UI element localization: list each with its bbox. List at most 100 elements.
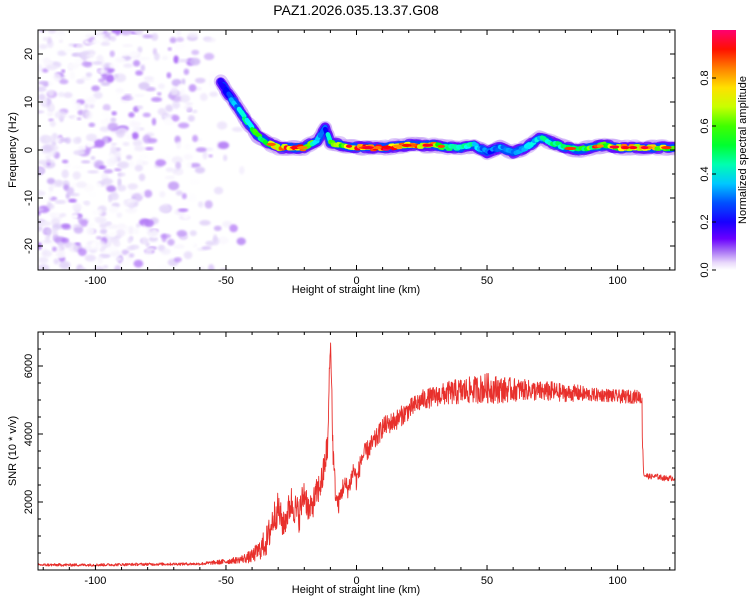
noise-blob — [167, 238, 175, 246]
noise-blob — [93, 91, 103, 99]
noise-blob — [84, 110, 93, 120]
ridge-peak — [596, 144, 604, 148]
noise-blob — [54, 110, 67, 120]
noise-blob — [204, 200, 213, 209]
ridge-segment — [521, 146, 529, 152]
noise-blob — [164, 175, 176, 180]
noise-blob — [154, 52, 160, 61]
x-tick-label: 50 — [481, 275, 493, 287]
x-tick-label: -100 — [84, 275, 106, 287]
noise-blob — [39, 30, 46, 33]
noise-blob — [162, 114, 173, 119]
noise-blob — [46, 39, 54, 49]
noise-blob — [44, 136, 56, 143]
noise-blob — [208, 264, 215, 270]
noise-blob — [85, 133, 98, 142]
noise-blob — [116, 156, 121, 163]
noise-blob — [184, 266, 190, 270]
noise-blob — [135, 70, 144, 76]
noise-blob — [67, 62, 79, 70]
noise-blob — [144, 79, 155, 83]
noise-blob — [159, 191, 166, 198]
snr-x-axis: -100 -50 0 50 100 — [42, 332, 671, 587]
ridge-peak — [401, 143, 412, 147]
ridge-segment — [273, 142, 281, 149]
noise-blob — [151, 117, 157, 126]
noise-blob — [132, 60, 141, 67]
noise-blob — [223, 154, 228, 162]
noise-blob — [169, 37, 177, 44]
spectrogram-x-axis-label: Height of straight line (km) — [292, 284, 420, 296]
noise-blob — [109, 50, 115, 58]
noise-blob — [71, 52, 78, 57]
y-tick-label: -20 — [23, 238, 35, 254]
noise-blob — [61, 169, 69, 179]
noise-blob — [109, 62, 121, 69]
noise-blob — [58, 39, 63, 44]
noise-blob — [105, 74, 115, 83]
noise-blob — [199, 93, 208, 102]
noise-blob — [204, 37, 216, 43]
noise-blob — [49, 120, 56, 127]
noise-blob — [156, 264, 169, 269]
noise-blob — [89, 126, 98, 133]
noise-blob — [110, 117, 117, 123]
noise-blob — [144, 189, 153, 198]
noise-blob — [170, 86, 179, 96]
noise-blob — [145, 146, 154, 151]
noise-blob — [63, 163, 71, 168]
noise-blob — [115, 87, 125, 94]
noise-blob — [209, 91, 219, 97]
noise-blob — [119, 172, 126, 177]
noise-blob — [158, 83, 166, 90]
snr-x-axis-label: Height of straight line (km) — [292, 584, 420, 596]
noise-blob — [174, 42, 185, 51]
noise-blob — [128, 253, 135, 258]
noise-blob — [171, 95, 184, 102]
noise-blob — [69, 71, 76, 80]
ridge-peak — [392, 144, 403, 148]
noise-blob — [184, 240, 196, 249]
noise-blob — [38, 190, 46, 197]
noise-blob — [56, 249, 65, 259]
ridge-segment — [255, 131, 263, 139]
noise-blob — [173, 55, 179, 64]
noise-blob — [102, 103, 111, 112]
noise-blob — [101, 178, 113, 185]
noise-blob — [142, 34, 153, 39]
noise-blob — [46, 177, 56, 185]
noise-blob — [213, 186, 224, 195]
noise-blob — [160, 248, 171, 255]
x-tick-label: -50 — [218, 575, 234, 587]
noise-blob — [61, 159, 69, 164]
noise-blob — [38, 205, 50, 214]
noise-blob — [58, 261, 71, 269]
noise-blob — [78, 267, 87, 270]
noise-blob — [59, 79, 69, 85]
noise-blob — [70, 103, 78, 109]
noise-blob — [108, 192, 119, 201]
noise-blob — [201, 246, 212, 250]
noise-blob — [185, 102, 194, 106]
noise-blob — [81, 160, 91, 164]
snr-y-axis: 2000 4000 6000 — [23, 331, 675, 571]
noise-blob — [194, 77, 206, 84]
noise-blob — [142, 134, 151, 144]
y-tick-label: 6000 — [23, 354, 35, 378]
noise-blob — [163, 116, 174, 126]
noise-blob — [142, 218, 154, 226]
noise-blob — [125, 207, 138, 214]
noise-blob — [217, 236, 229, 245]
ridge-segment — [247, 121, 255, 130]
noise-blob — [122, 44, 133, 48]
noise-blob — [146, 247, 155, 251]
noise-blob — [42, 161, 47, 169]
noise-blob — [189, 230, 197, 237]
noise-blob — [92, 30, 105, 35]
noise-blob — [180, 94, 191, 103]
noise-blob — [188, 84, 197, 92]
noise-blob — [117, 178, 122, 187]
noise-blob — [76, 79, 85, 84]
noise-blob — [115, 129, 125, 138]
ridge-segment — [555, 141, 563, 147]
